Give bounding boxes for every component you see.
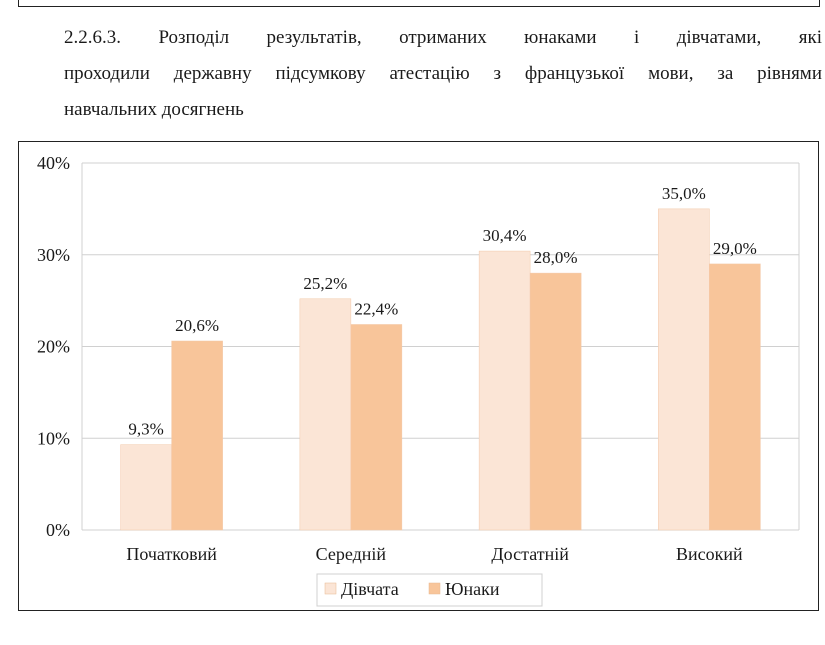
- data-label: 22,4%: [354, 299, 398, 318]
- bars: [120, 208, 761, 531]
- previous-figure-frame: [18, 0, 820, 7]
- data-label: 30,4%: [483, 226, 527, 245]
- x-tick-label: Достатній: [491, 544, 569, 564]
- bar-chart: 0% 10% 20% 30% 40% 9,3% 20,6% 25,2% 22,4% 30,4% 2…: [37, 153, 800, 607]
- bar-yunaky: [350, 324, 403, 531]
- figure-caption: 2.2.6.3. Розподіл результатів, отриманих…: [64, 20, 822, 128]
- data-label: 28,0%: [534, 248, 578, 267]
- y-tick-label: 40%: [37, 153, 70, 173]
- y-tick-label: 10%: [37, 428, 70, 448]
- caption-line-2: проходили державну підсумкову атестацію …: [64, 63, 822, 84]
- y-axis-ticks: 0% 10% 20% 30% 40%: [37, 153, 70, 540]
- data-label: 9,3%: [128, 420, 163, 439]
- bar-yunaky: [529, 272, 582, 531]
- caption-text-1: Розподіл результатів, отриманих юнаками …: [158, 27, 822, 48]
- y-tick-label: 20%: [37, 337, 70, 357]
- caption-line-1: 2.2.6.3. Розподіл результатів, отриманих…: [64, 20, 822, 56]
- caption-line-3: навчальних досягнень: [64, 99, 244, 120]
- legend: Дівчата Юнаки: [316, 573, 543, 607]
- bar-divchata: [658, 208, 710, 531]
- legend-swatch: [324, 582, 337, 595]
- legend-label: Юнаки: [445, 579, 500, 599]
- bar-yunaky: [709, 263, 761, 531]
- legend-swatch: [428, 582, 441, 595]
- data-label: 29,0%: [713, 239, 757, 258]
- bar-divchata: [299, 298, 352, 531]
- bar-divchata: [478, 250, 531, 531]
- bar-divchata: [120, 444, 172, 531]
- data-label: 20,6%: [175, 316, 219, 335]
- caption-number: 2.2.6.3.: [64, 27, 121, 48]
- x-axis-ticks: Початковий Середній Достатній Високий: [126, 544, 743, 564]
- chart-frame: 0% 10% 20% 30% 40% 9,3% 20,6% 25,2% 22,4% 30,4% 2…: [18, 141, 819, 611]
- y-tick-label: 0%: [46, 520, 70, 540]
- y-tick-label: 30%: [37, 245, 70, 265]
- legend-label: Дівчата: [341, 579, 399, 599]
- bar-yunaky: [171, 340, 223, 531]
- x-tick-label: Початковий: [126, 544, 217, 564]
- data-label: 25,2%: [303, 274, 347, 293]
- x-tick-label: Високий: [676, 544, 743, 564]
- x-tick-label: Середній: [316, 544, 387, 564]
- data-labels: 9,3% 20,6% 25,2% 22,4% 30,4% 28,0% 35,0% 29,0%: [128, 184, 756, 439]
- data-label: 35,0%: [662, 184, 706, 203]
